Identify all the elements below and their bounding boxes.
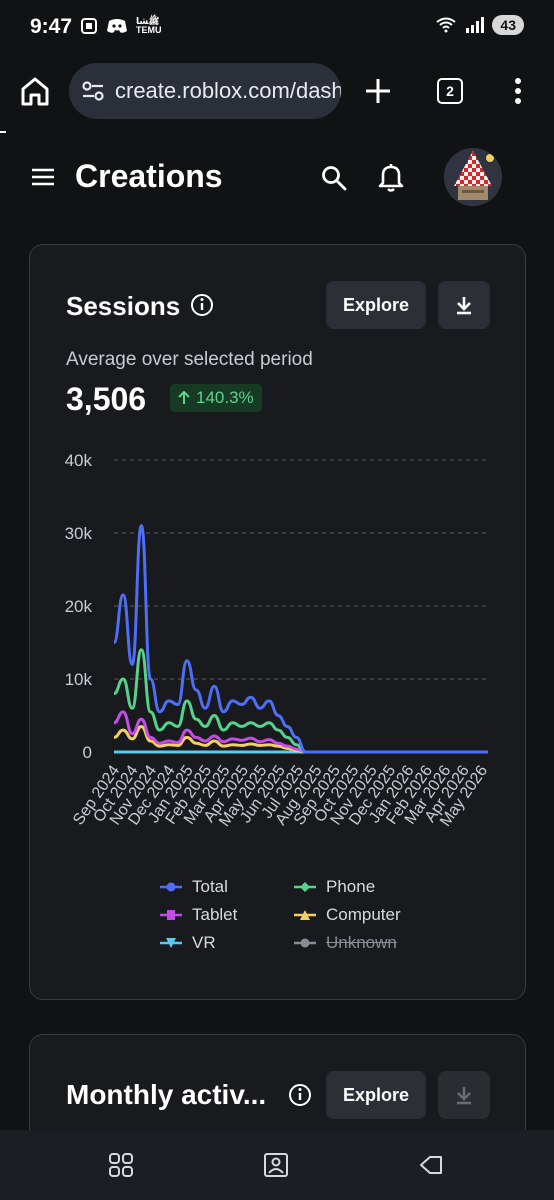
info-icon[interactable]	[190, 293, 214, 317]
legend-label: Computer	[326, 905, 401, 924]
legend-marker-icon	[294, 882, 316, 892]
y-tick-label: 0	[83, 743, 92, 762]
change-value: 140.3%	[196, 388, 254, 407]
legend-item-vr[interactable]: VR	[160, 933, 216, 953]
legend-item-total[interactable]: Total	[160, 877, 228, 897]
legend-item-unknown[interactable]: Unknown	[294, 933, 397, 953]
back-icon[interactable]	[418, 1152, 444, 1178]
menu-icon[interactable]	[30, 166, 56, 188]
more-vert-icon[interactable]	[508, 77, 528, 105]
info-icon[interactable]	[288, 1083, 312, 1107]
y-tick-label: 40k	[65, 451, 93, 470]
sessions-card: Sessions Explore Average over selected p…	[29, 244, 526, 1000]
download-button[interactable]	[438, 1071, 490, 1119]
legend-label: Tablet	[192, 905, 238, 924]
y-tick-label: 10k	[65, 670, 93, 689]
average-label: Average over selected period	[66, 349, 313, 370]
legend-label: Phone	[326, 877, 376, 896]
url-text[interactable]: create.roblox.com/dashboard	[115, 78, 341, 103]
legend-marker-icon	[160, 938, 182, 948]
screenshot-icon	[81, 18, 97, 34]
site-settings-icon[interactable]	[81, 80, 105, 102]
status-system-icons: 43	[436, 15, 524, 35]
discord-icon	[107, 19, 127, 33]
app-header: Creations	[0, 140, 554, 216]
monthly-active-title: Monthly activ...	[66, 1079, 267, 1110]
bell-icon[interactable]	[377, 162, 405, 192]
series-line-total	[112, 524, 489, 754]
legend-item-tablet[interactable]: Tablet	[160, 905, 237, 925]
browser-toolbar: create.roblox.com/dashboard 2	[0, 56, 554, 126]
status-notification-icons: ﷺﺸﺎ TEMU	[80, 16, 162, 35]
recent-apps-icon[interactable]	[108, 1152, 134, 1178]
legend-item-computer[interactable]: Computer	[294, 905, 401, 925]
new-tab-icon[interactable]	[362, 75, 394, 107]
status-bar: 9:47 ﷺﺸﺎ TEMU 43	[0, 0, 554, 56]
explore-button[interactable]: Explore	[326, 1071, 426, 1119]
legend-label: VR	[192, 933, 216, 952]
legend-label: Unknown	[326, 933, 397, 952]
download-button[interactable]	[438, 281, 490, 329]
legend-marker-icon	[160, 910, 182, 920]
signal-icon	[466, 17, 485, 33]
page-title: Creations	[75, 158, 223, 194]
y-tick-label: 20k	[65, 597, 93, 616]
download-icon	[457, 1087, 471, 1105]
legend-marker-icon	[160, 882, 182, 892]
arrow-up-icon	[178, 391, 190, 404]
url-bar[interactable]: create.roblox.com/dashboard	[69, 63, 341, 119]
home-icon[interactable]	[263, 1152, 289, 1178]
legend-marker-icon	[294, 938, 316, 948]
legend-marker-icon	[294, 910, 316, 920]
system-nav-bar	[0, 1130, 554, 1200]
change-badge: 140.3%	[170, 384, 262, 412]
legend-label: Total	[192, 877, 228, 896]
temu-icon: ﷺﺸﺎ TEMU	[136, 16, 162, 35]
wifi-icon	[436, 17, 457, 33]
download-icon	[457, 297, 471, 315]
avatar-image	[444, 148, 502, 206]
page-load-progress	[0, 131, 6, 133]
battery-indicator: 43	[492, 15, 524, 35]
sessions-title: Sessions	[66, 291, 181, 321]
average-value: 3,506	[66, 381, 147, 417]
home-icon[interactable]	[18, 74, 52, 108]
search-icon[interactable]	[320, 164, 348, 192]
tab-switcher-button[interactable]: 2	[437, 78, 463, 104]
status-time: 9:47	[30, 15, 73, 38]
legend-item-phone[interactable]: Phone	[294, 877, 375, 897]
avatar[interactable]	[444, 148, 502, 206]
explore-button[interactable]: Explore	[326, 281, 426, 329]
y-tick-label: 30k	[65, 524, 93, 543]
